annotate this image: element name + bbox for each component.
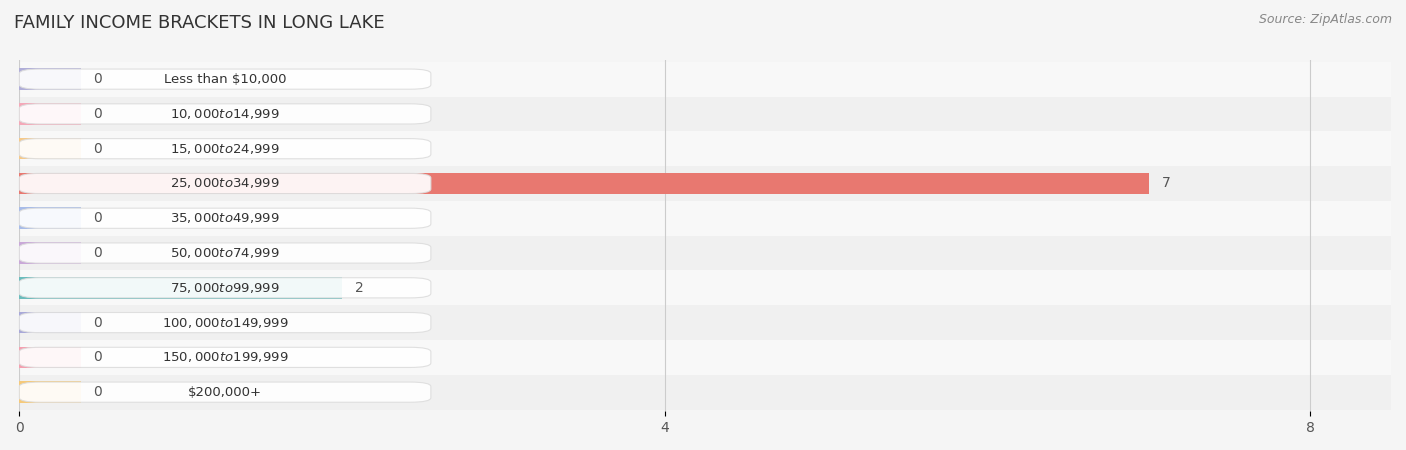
Text: $150,000 to $199,999: $150,000 to $199,999: [162, 351, 288, 364]
Text: $50,000 to $74,999: $50,000 to $74,999: [170, 246, 280, 260]
Bar: [20, 138, 80, 159]
Bar: [20, 346, 80, 368]
Bar: [20, 207, 80, 229]
FancyBboxPatch shape: [20, 347, 430, 368]
FancyBboxPatch shape: [20, 173, 430, 194]
Text: $25,000 to $34,999: $25,000 to $34,999: [170, 176, 280, 190]
Bar: [20, 242, 80, 264]
FancyBboxPatch shape: [20, 69, 430, 89]
Text: Less than $10,000: Less than $10,000: [165, 72, 287, 86]
FancyBboxPatch shape: [20, 382, 430, 402]
Text: 0: 0: [94, 211, 103, 225]
Bar: [20, 270, 1391, 305]
Bar: [20, 62, 1391, 96]
Bar: [20, 201, 1391, 236]
Text: 0: 0: [94, 246, 103, 260]
Bar: [20, 312, 80, 333]
Bar: [20, 236, 1391, 270]
Bar: [20, 305, 1391, 340]
Text: Source: ZipAtlas.com: Source: ZipAtlas.com: [1258, 14, 1392, 27]
FancyBboxPatch shape: [20, 312, 430, 333]
Text: 0: 0: [94, 142, 103, 156]
Bar: [20, 103, 80, 125]
Text: $200,000+: $200,000+: [188, 386, 262, 399]
Bar: [20, 131, 1391, 166]
Bar: [20, 340, 1391, 375]
Text: $100,000 to $149,999: $100,000 to $149,999: [162, 315, 288, 329]
FancyBboxPatch shape: [20, 104, 430, 124]
Text: 0: 0: [94, 385, 103, 399]
Text: $75,000 to $99,999: $75,000 to $99,999: [170, 281, 280, 295]
Bar: [20, 96, 1391, 131]
Text: 7: 7: [1161, 176, 1171, 190]
FancyBboxPatch shape: [20, 243, 430, 263]
Text: 0: 0: [94, 72, 103, 86]
Bar: [20, 68, 80, 90]
Bar: [20, 277, 342, 299]
FancyBboxPatch shape: [20, 208, 430, 228]
FancyBboxPatch shape: [20, 278, 430, 298]
FancyBboxPatch shape: [20, 139, 430, 159]
Text: FAMILY INCOME BRACKETS IN LONG LAKE: FAMILY INCOME BRACKETS IN LONG LAKE: [14, 14, 385, 32]
Bar: [20, 381, 80, 403]
Bar: [20, 375, 1391, 410]
Bar: [20, 166, 1391, 201]
Text: 0: 0: [94, 315, 103, 329]
Text: 0: 0: [94, 107, 103, 121]
Text: $15,000 to $24,999: $15,000 to $24,999: [170, 142, 280, 156]
Text: $10,000 to $14,999: $10,000 to $14,999: [170, 107, 280, 121]
Text: 2: 2: [356, 281, 364, 295]
Text: $35,000 to $49,999: $35,000 to $49,999: [170, 211, 280, 225]
Text: 0: 0: [94, 351, 103, 364]
Bar: [20, 173, 1149, 194]
